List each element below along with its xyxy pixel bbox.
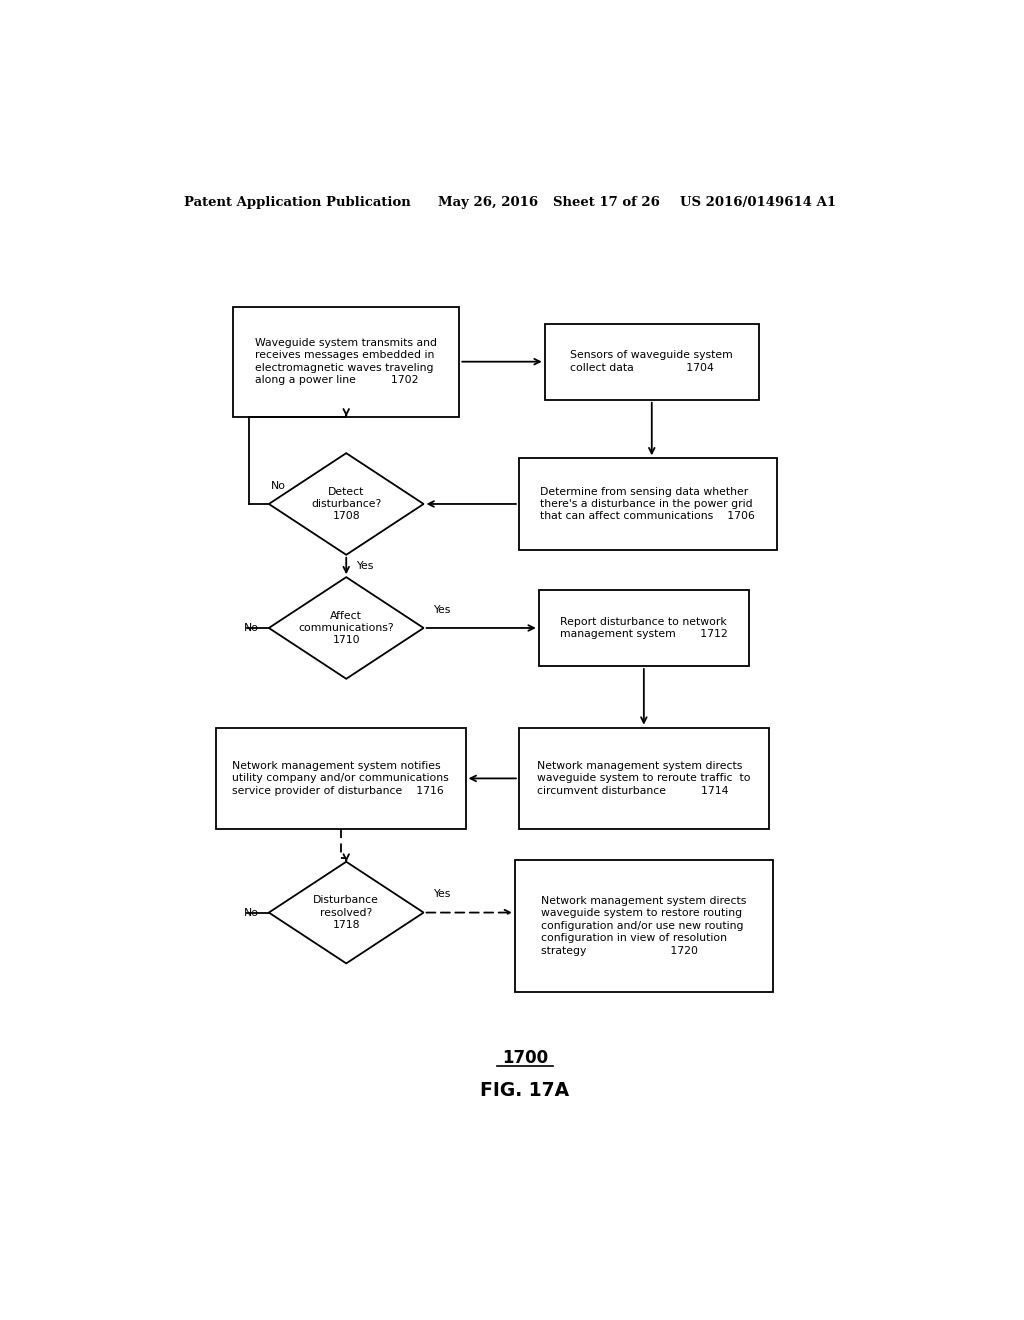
Polygon shape xyxy=(269,453,424,554)
Text: Sensors of waveguide system
collect data               1704: Sensors of waveguide system collect data… xyxy=(570,351,733,372)
Text: Report disturbance to network
management system       1712: Report disturbance to network management… xyxy=(560,616,728,639)
Text: Yes: Yes xyxy=(433,605,451,615)
Bar xyxy=(216,727,466,829)
Text: Patent Application Publication: Patent Application Publication xyxy=(183,195,411,209)
Bar xyxy=(519,458,777,549)
Text: US 2016/0149614 A1: US 2016/0149614 A1 xyxy=(680,195,836,209)
Text: Waveguide system transmits and
receives messages embedded in
electromagnetic wav: Waveguide system transmits and receives … xyxy=(255,338,437,385)
Text: FIG. 17A: FIG. 17A xyxy=(480,1081,569,1100)
Text: No: No xyxy=(245,908,259,917)
Polygon shape xyxy=(269,862,424,964)
Bar xyxy=(519,727,769,829)
Text: No: No xyxy=(271,480,287,491)
Text: Disturbance
resolved?
1718: Disturbance resolved? 1718 xyxy=(313,895,379,931)
Text: Affect
communications?
1710: Affect communications? 1710 xyxy=(298,611,394,645)
Bar xyxy=(539,590,749,667)
Text: Sheet 17 of 26: Sheet 17 of 26 xyxy=(553,195,659,209)
Polygon shape xyxy=(269,577,424,678)
Bar xyxy=(233,306,460,417)
Text: Determine from sensing data whether
there's a disturbance in the power grid
that: Determine from sensing data whether ther… xyxy=(541,487,756,521)
Text: Network management system notifies
utility company and/or communications
service: Network management system notifies utili… xyxy=(232,762,450,796)
Bar xyxy=(515,859,773,991)
Text: Network management system directs
waveguide system to reroute traffic  to
circum: Network management system directs wavegu… xyxy=(538,762,751,796)
Text: Yes: Yes xyxy=(355,561,373,572)
Text: Yes: Yes xyxy=(433,890,451,899)
Text: May 26, 2016: May 26, 2016 xyxy=(437,195,538,209)
Text: 1700: 1700 xyxy=(502,1049,548,1067)
Text: Detect
disturbance?
1708: Detect disturbance? 1708 xyxy=(311,487,381,521)
Bar xyxy=(545,323,759,400)
Text: Network management system directs
waveguide system to restore routing
configurat: Network management system directs wavegu… xyxy=(541,896,746,956)
Text: No: No xyxy=(245,623,259,634)
